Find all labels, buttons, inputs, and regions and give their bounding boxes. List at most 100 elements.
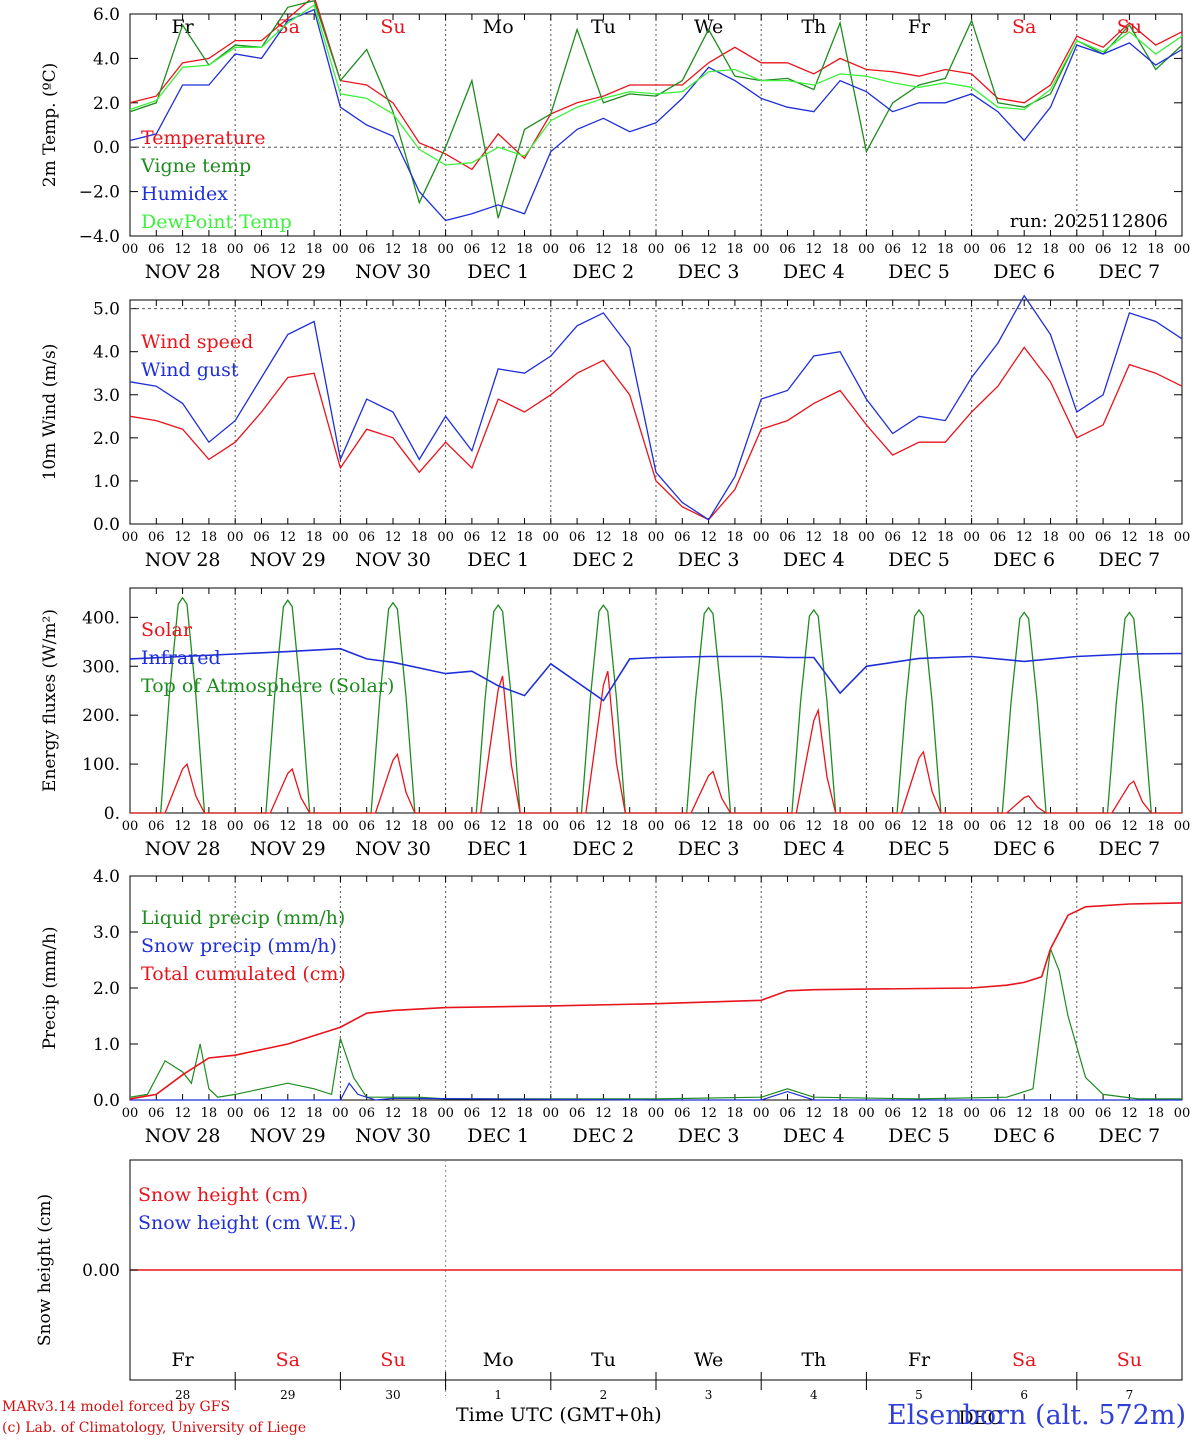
hour-tick-label: 06 — [253, 819, 270, 834]
hour-tick-label: 12 — [490, 1106, 507, 1121]
hour-tick-label: 12 — [490, 819, 507, 834]
hour-tick-label: 12 — [174, 530, 191, 545]
weekday-label: Mo — [483, 16, 514, 38]
hour-tick-label: 06 — [253, 242, 270, 257]
hour-tick-label: 12 — [911, 819, 928, 834]
hour-tick-label: 18 — [306, 819, 323, 834]
hour-tick-label: 00 — [1069, 1106, 1086, 1121]
solar-line — [235, 767, 341, 814]
hour-tick-label: 12 — [1121, 530, 1138, 545]
hour-tick-label: 12 — [911, 242, 928, 257]
hour-tick-label: 00 — [1069, 819, 1086, 834]
hour-tick-label: 00 — [1174, 242, 1191, 257]
date-label: NOV 30 — [355, 549, 431, 571]
day-number: 3 — [705, 1388, 713, 1402]
hour-tick-label: 00 — [858, 1106, 875, 1121]
model-credit: MARv3.14 model forced by GFS — [2, 1399, 231, 1415]
hour-tick-label: 12 — [595, 819, 612, 834]
station-name: Elsenborn (alt. 572m) — [887, 1400, 1186, 1431]
hour-tick-label: 18 — [937, 819, 954, 834]
hour-tick-label: 18 — [411, 819, 428, 834]
y-tick-label: 1.0 — [93, 472, 120, 492]
date-label: DEC 1 — [467, 1125, 529, 1147]
date-label: NOV 30 — [355, 261, 431, 283]
hour-tick-label: 18 — [1147, 242, 1164, 257]
y-tick-label: 3.0 — [93, 386, 120, 406]
hour-tick-label: 06 — [674, 530, 691, 545]
day-number: 4 — [810, 1388, 818, 1402]
hour-tick-label: 18 — [621, 530, 638, 545]
solar-line — [445, 675, 551, 814]
hour-tick-label: 00 — [437, 242, 454, 257]
hour-tick-label: 18 — [937, 530, 954, 545]
y-tick-label: 5.0 — [93, 300, 120, 320]
y-tick-label: 2.0 — [93, 429, 120, 449]
date-label: DEC 7 — [1099, 261, 1161, 283]
hour-tick-label: 12 — [700, 1106, 717, 1121]
hour-tick-label: 18 — [727, 1106, 744, 1121]
y-axis-label: 10m Wind (m/s) — [40, 344, 60, 481]
hour-tick-label: 00 — [753, 819, 770, 834]
hour-tick-label: 12 — [1016, 530, 1033, 545]
hour-tick-label: 12 — [1016, 1106, 1033, 1121]
hour-tick-label: 00 — [963, 819, 980, 834]
date-label: DEC 2 — [573, 549, 635, 571]
hour-tick-label: 12 — [174, 242, 191, 257]
day-number: 29 — [280, 1388, 295, 1402]
date-label: DEC 2 — [573, 838, 635, 860]
weekday-label: We — [694, 1349, 723, 1371]
y-tick-label: 4.0 — [93, 867, 120, 887]
hour-tick-label: 06 — [884, 242, 901, 257]
hour-tick-label: 18 — [937, 1106, 954, 1121]
hour-tick-label: 18 — [621, 242, 638, 257]
hour-tick-label: 12 — [1121, 242, 1138, 257]
hour-tick-label: 00 — [963, 242, 980, 257]
legend-entry: Solar — [141, 619, 193, 641]
y-tick-label: 2.0 — [93, 94, 120, 114]
toa-solar-line — [445, 603, 551, 814]
hour-tick-label: 06 — [358, 1106, 375, 1121]
hour-tick-label: 12 — [385, 819, 402, 834]
y-tick-label: 0.0 — [93, 1091, 120, 1111]
hour-tick-label: 06 — [464, 1106, 481, 1121]
solar-line — [761, 707, 867, 814]
y-tick-label: −4.0 — [79, 227, 120, 247]
precip-line — [130, 1082, 1182, 1101]
hour-tick-label: 00 — [122, 530, 139, 545]
date-label: NOV 29 — [250, 549, 326, 571]
date-label: DEC 6 — [993, 261, 1055, 283]
hour-tick-label: 06 — [779, 819, 796, 834]
weekday-label: Su — [380, 16, 405, 38]
hour-tick-label: 00 — [753, 1106, 770, 1121]
hour-tick-label: 00 — [543, 819, 560, 834]
hour-tick-label: 06 — [569, 819, 586, 834]
hour-tick-label: 06 — [990, 1106, 1007, 1121]
hour-tick-label: 18 — [306, 242, 323, 257]
legend-entry: Top of Atmosphere (Solar) — [141, 675, 394, 697]
hour-tick-label: 00 — [122, 242, 139, 257]
solar-line — [550, 671, 656, 814]
hour-tick-label: 18 — [832, 530, 849, 545]
solar-line — [866, 750, 972, 814]
date-label: DEC 1 — [467, 838, 529, 860]
hour-tick-label: 06 — [990, 530, 1007, 545]
hour-tick-label: 00 — [332, 1106, 349, 1121]
date-label: DEC 4 — [783, 261, 845, 283]
y-tick-label: 4.0 — [93, 343, 120, 363]
y-tick-label: 0.0 — [93, 515, 120, 535]
weekday-label: Fr — [171, 16, 194, 38]
y-tick-label: 4.0 — [93, 49, 120, 69]
hour-tick-label: 18 — [411, 1106, 428, 1121]
y-tick-label: 2.0 — [93, 979, 120, 999]
legend-entry: Vigne temp — [140, 155, 251, 177]
legend-entry: Wind speed — [141, 331, 253, 353]
hour-tick-label: 18 — [832, 819, 849, 834]
hour-tick-label: 12 — [385, 242, 402, 257]
hour-tick-label: 06 — [779, 1106, 796, 1121]
hour-tick-label: 00 — [1174, 530, 1191, 545]
legend-entry: Humidex — [141, 183, 228, 205]
hour-tick-label: 18 — [516, 530, 533, 545]
weekday-label: Fr — [908, 16, 931, 38]
hour-tick-label: 06 — [148, 530, 165, 545]
day-number: 30 — [385, 1388, 400, 1402]
